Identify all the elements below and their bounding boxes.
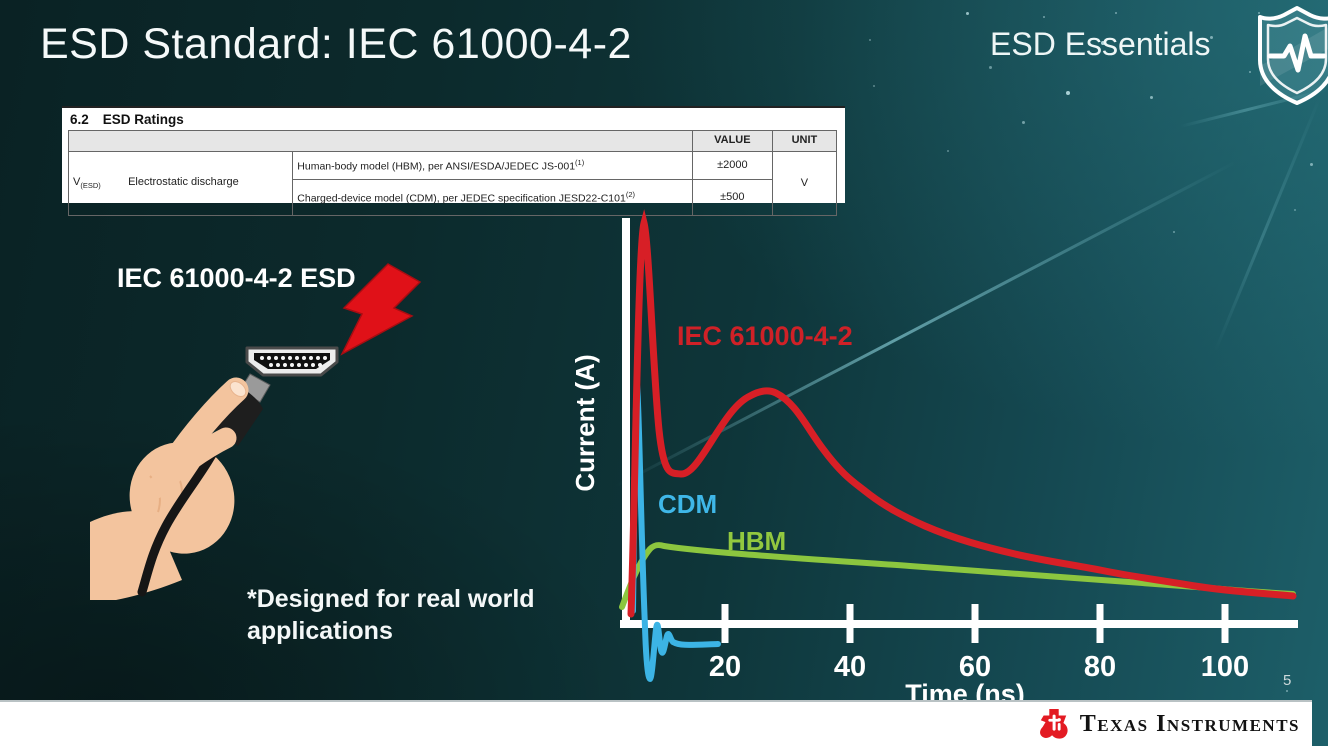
- table-header-row: VALUE UNIT: [68, 130, 838, 152]
- star-dot: [1150, 96, 1153, 99]
- y-axis-label: Current (A): [570, 354, 600, 491]
- star-dot: [1286, 690, 1288, 692]
- hbm-curve: [619, 542, 1296, 610]
- star-dot: [1022, 121, 1025, 124]
- star-dot: [1310, 163, 1313, 166]
- program-badge: ESD Essentials: [990, 26, 1211, 62]
- star-dot: [1043, 16, 1045, 18]
- x-axis: [620, 620, 1298, 628]
- star-dot: [1294, 209, 1296, 211]
- star-dot: [1066, 91, 1070, 95]
- value-cell-cdm: ±500: [691, 179, 773, 216]
- condition-cell-hbm: Human-body model (HBM), per ANSI/ESDA/JE…: [292, 151, 693, 180]
- parameter-cell: V(ESD) Electrostatic discharge: [67, 151, 294, 216]
- esd-strike-illustration: [90, 263, 422, 600]
- svg-text:60: 60: [959, 651, 991, 683]
- star-dot: [869, 39, 871, 41]
- ti-wordmark: Texas Instruments: [1079, 710, 1300, 737]
- heartbeat-pulse-icon: [1267, 33, 1327, 73]
- svg-text:20: 20: [709, 651, 741, 683]
- iec-curve: [627, 209, 1297, 618]
- cdm-curve: [630, 384, 721, 683]
- section-title: ESD Ratings: [102, 112, 184, 127]
- esd-ratings-panel: 6.2 ESD Ratings VALUE UNIT V(ESD) Electro…: [62, 106, 845, 216]
- parameter-symbol: V(ESD): [73, 176, 101, 191]
- x-tick-labels: 20 40 60 80 100: [709, 651, 1249, 683]
- star-dot: [1115, 12, 1117, 14]
- esd-ratings-table: VALUE UNIT V(ESD) Electrostatic discharg…: [67, 130, 838, 216]
- lightning-bolt-icon: [340, 263, 422, 356]
- condition-cell-cdm: Charged-device model (CDM), per JEDEC sp…: [292, 179, 693, 216]
- table-row: Charged-device model (CDM), per JEDEC sp…: [69, 179, 837, 216]
- iec-esd-label: IEC 61000-4-2 ESD: [117, 263, 356, 293]
- svg-text:100: 100: [1201, 651, 1249, 683]
- star-dot: [1210, 36, 1213, 39]
- star-dot: [966, 12, 969, 15]
- parameter-name: Electrostatic discharge: [128, 176, 239, 189]
- fingernail: [229, 381, 247, 397]
- esd-waveform-chart: 20 40 60 80 100 Time (ns) Current (A) IE…: [570, 209, 1298, 709]
- cdm-series-label: CDM: [658, 489, 717, 519]
- cable-graphic: [137, 429, 228, 597]
- hand-graphic: [90, 377, 249, 600]
- svg-text:80: 80: [1084, 651, 1116, 683]
- star-dot: [873, 85, 875, 87]
- unit-column-header: UNIT: [771, 130, 838, 152]
- star-dot: [989, 66, 992, 69]
- page-title: ESD Standard: IEC 61000-4-2: [40, 20, 632, 68]
- star-dot: [1249, 71, 1251, 73]
- iec-series-label: IEC 61000-4-2: [677, 321, 853, 351]
- section-number: 6.2: [70, 112, 89, 127]
- table-row: V(ESD) Electrostatic discharge Human-bod…: [67, 151, 838, 216]
- unit-cell: V: [771, 151, 838, 216]
- value-cell-hbm: ±2000: [691, 151, 773, 180]
- star-dot: [1007, 690, 1010, 693]
- footer-bar: Texas Instruments: [0, 700, 1312, 746]
- esd-shield-icon: [1258, 6, 1328, 105]
- value-column-header: VALUE: [691, 130, 773, 152]
- ti-logo-icon: [1039, 708, 1068, 739]
- empty-header-cell: [68, 130, 693, 152]
- star-dot: [947, 150, 949, 152]
- star-dot: [1173, 231, 1175, 233]
- section-heading: 6.2 ESD Ratings: [70, 112, 839, 127]
- hbm-series-label: HBM: [727, 526, 786, 556]
- x-axis-ticks: [721, 604, 1229, 643]
- page-number: 5: [1283, 672, 1292, 689]
- y-axis: [622, 218, 630, 628]
- svg-text:40: 40: [834, 651, 866, 683]
- star-dot: [1258, 12, 1260, 14]
- footnote-text: *Designed for real world applications: [247, 585, 535, 645]
- star-dot: [1101, 41, 1105, 45]
